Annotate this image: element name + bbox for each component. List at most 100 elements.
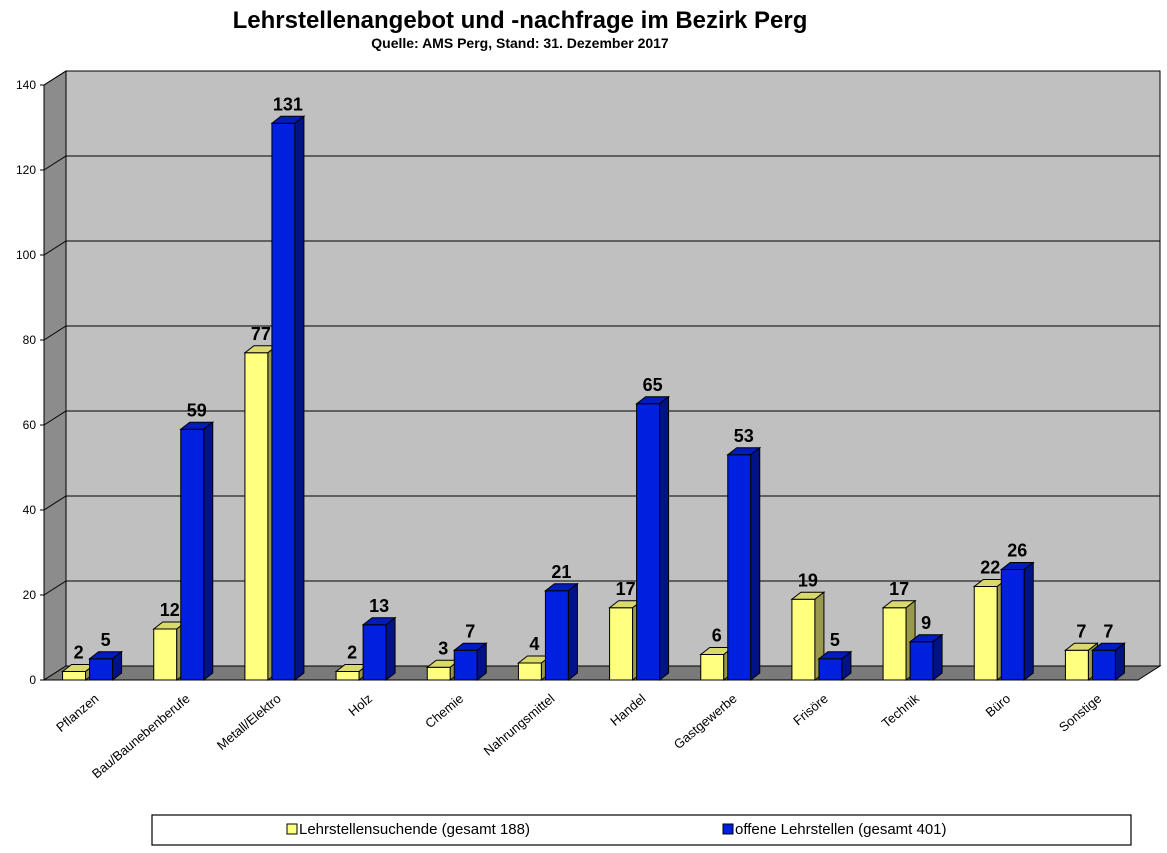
bar-front <box>791 598 816 681</box>
legend-label-series-1: Lehrstellensuchende (gesamt 188) <box>299 821 530 838</box>
bar-front <box>153 628 178 681</box>
bar-2-metall-elektro <box>270 115 306 682</box>
bar-2-fris-re <box>817 650 853 682</box>
bar-side <box>659 395 670 682</box>
data-label: 5 <box>101 630 111 650</box>
bar-front <box>180 428 205 681</box>
x-tick-label: Frisöre <box>790 691 831 728</box>
bar-2-holz <box>361 616 397 682</box>
plot-side-wall <box>43 70 67 681</box>
legend-label-series-2: offene Lehrstellen (gesamt 401) <box>735 821 947 838</box>
y-tick-label: 100 <box>16 248 36 262</box>
data-label: 2 <box>347 643 357 663</box>
bar-side <box>385 616 396 682</box>
bar-side <box>1023 561 1034 682</box>
data-label: 17 <box>616 579 636 599</box>
data-label: 17 <box>889 579 909 599</box>
bar-front <box>362 624 387 681</box>
bar-side <box>112 650 123 682</box>
data-label: 7 <box>1103 621 1113 641</box>
plot-floor <box>42 665 1162 681</box>
x-tick-label: Pflanzen <box>53 691 101 735</box>
data-label: 59 <box>187 400 207 420</box>
bar-front <box>453 649 478 681</box>
bar-front <box>1091 649 1116 681</box>
y-tick-label: 0 <box>29 673 36 687</box>
data-label: 22 <box>980 558 1000 578</box>
bar-front <box>244 352 269 681</box>
bar-2-nahrungsmittel <box>543 582 579 682</box>
bar-front <box>1064 649 1089 681</box>
x-tick-label: Sonstige <box>1056 691 1104 735</box>
data-label: 21 <box>551 562 571 582</box>
bar-side <box>203 421 214 682</box>
y-tick-label: 80 <box>23 333 37 347</box>
bar-2-chemie <box>452 642 488 682</box>
bars <box>61 115 1126 682</box>
chart-title: Lehrstellenangebot und -nachfrage im Bez… <box>233 7 808 34</box>
bar-2-b-ro <box>999 561 1035 682</box>
bar-front <box>1000 569 1025 681</box>
bar-front <box>973 586 998 681</box>
x-tick-label: Technik <box>879 690 923 730</box>
data-label: 53 <box>734 426 754 446</box>
bar-2-sonstige <box>1090 642 1126 682</box>
data-label: 7 <box>1076 621 1086 641</box>
bar-side <box>294 115 305 682</box>
bar-side <box>1114 642 1125 682</box>
x-tick-label: Büro <box>982 691 1013 720</box>
y-tick-label: 60 <box>23 418 37 432</box>
x-tick-label: Nahrungsmittel <box>481 691 558 759</box>
data-label: 9 <box>921 613 931 633</box>
bar-front <box>517 662 542 681</box>
bar-2-gastgewerbe <box>726 446 762 682</box>
x-tick-label: Gastgewerbe <box>671 691 740 752</box>
bar-front <box>426 666 451 681</box>
x-tick-label: Handel <box>607 691 648 729</box>
data-label: 77 <box>251 324 271 344</box>
gridline <box>43 70 1160 86</box>
data-label: 12 <box>160 600 180 620</box>
y-tick-label: 20 <box>23 588 37 602</box>
bar-front <box>271 122 296 681</box>
gridline <box>43 580 1160 596</box>
data-label: 5 <box>830 630 840 650</box>
x-tick-label: Bau/Baunebenberufe <box>89 691 193 781</box>
gridline <box>43 240 1160 256</box>
data-label: 7 <box>465 621 475 641</box>
data-label: 4 <box>529 634 539 654</box>
x-tick-label: Chemie <box>422 691 466 731</box>
y-axis: 0 20 40 60 80 100 120 140 <box>16 78 45 687</box>
data-label: 6 <box>712 626 722 646</box>
data-label: 65 <box>643 375 663 395</box>
y-tick-label: 140 <box>16 78 36 92</box>
bar-front <box>89 658 114 681</box>
bar-side <box>750 446 761 682</box>
legend-box <box>151 814 1132 846</box>
data-label: 3 <box>438 638 448 658</box>
y-tick-label: 40 <box>23 503 37 517</box>
chart-subtitle: Quelle: AMS Perg, Stand: 31. Dezember 20… <box>371 35 669 51</box>
bar-front <box>909 641 934 681</box>
gridline <box>43 410 1160 426</box>
data-label: 13 <box>369 596 389 616</box>
bar-front <box>636 403 661 681</box>
legend: Lehrstellensuchende (gesamt 188) offene … <box>151 814 1132 846</box>
bar-2-technik <box>908 633 944 682</box>
gridline <box>43 155 1160 171</box>
bar-side <box>476 642 487 682</box>
bar-side <box>841 650 852 682</box>
bar-2-handel <box>635 395 671 682</box>
data-label: 19 <box>798 570 818 590</box>
bar-2-bau-baunebenberufe <box>179 421 215 682</box>
gridline <box>43 325 1160 341</box>
bar-front <box>335 671 360 681</box>
bar-front <box>727 454 752 681</box>
gridline <box>43 495 1160 511</box>
bar-front <box>818 658 843 681</box>
x-tick-label: Holz <box>345 691 375 719</box>
bar-front <box>609 607 634 681</box>
